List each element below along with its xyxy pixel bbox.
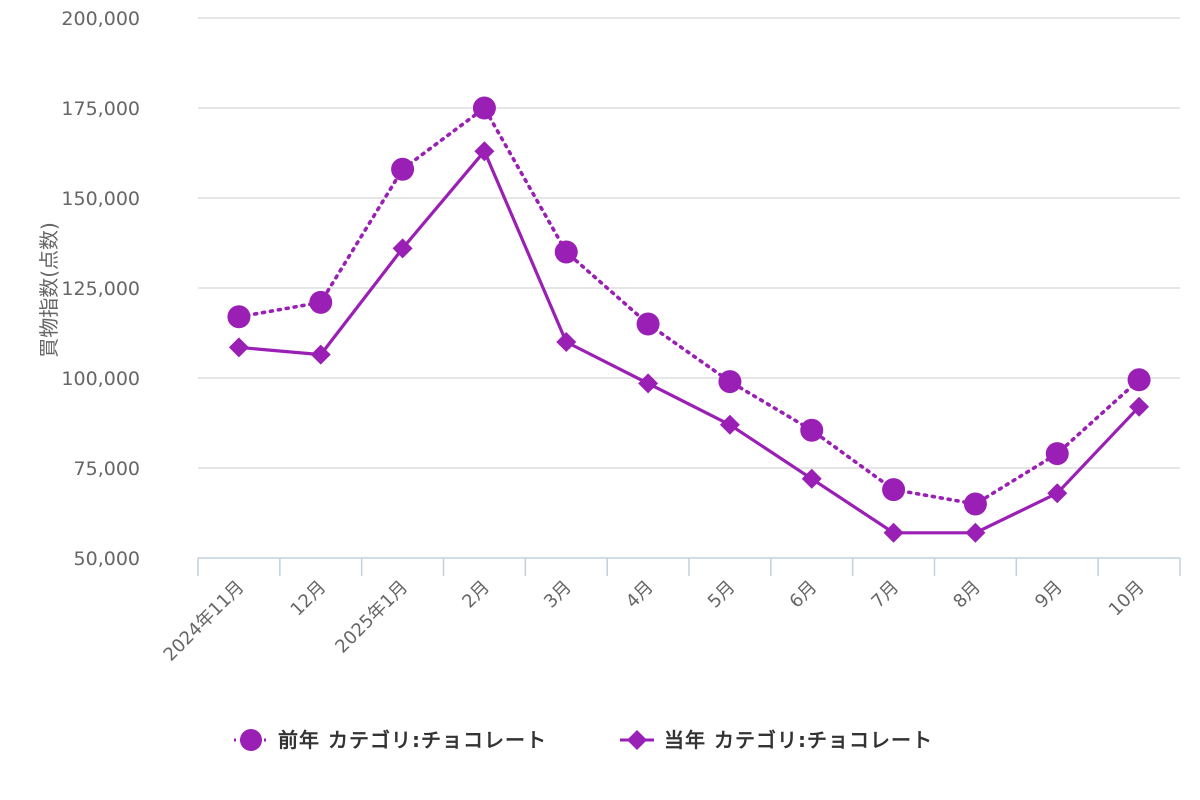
y-tick-label: 50,000 [74,548,140,570]
data-point-circle[interactable] [718,370,742,394]
data-point-diamond[interactable] [1047,483,1068,504]
data-point-circle[interactable] [227,305,251,329]
x-axis: 2024年11月 12月 2025年1月 2月 3月 4月 5月 6月 7月 8月 9月 10月 [160,557,1181,666]
x-tick-label: 9月 [1031,577,1067,613]
y-tick-label: 125,000 [61,278,140,300]
data-point-diamond[interactable] [556,332,577,352]
legend-label: 当年 カテゴリ:チョコレート [664,728,933,752]
series-line [237,106,1141,506]
x-tick-label: 2月 [458,577,494,613]
y-axis-title: 買物指数(点数) [37,222,61,358]
legend[interactable]: 前年 カテゴリ:チョコレート 当年 カテゴリ:チョコレート [234,728,933,752]
y-tick-label: 100,000 [61,368,140,390]
series-line [238,149,1141,535]
data-point-circle[interactable] [800,418,824,442]
y-tick-label: 175,000 [61,98,140,120]
data-point-circle[interactable] [882,478,906,502]
legend-circle-icon [240,729,262,751]
data-point-diamond[interactable] [228,337,249,358]
data-point-circle[interactable] [636,312,660,336]
data-point-circle[interactable] [963,492,987,516]
legend-item[interactable]: 前年 カテゴリ:チョコレート [234,728,547,752]
x-tick-label: 10月 [1105,577,1149,621]
x-tick-label: 8月 [949,577,985,613]
y-axis-ticks: 50,000 75,000 100,000 125,000 150,000 175,000… [61,8,140,570]
y-tick-label: 150,000 [61,188,140,210]
data-point-diamond[interactable] [392,238,413,259]
data-point-diamond[interactable] [719,414,740,435]
y-tick-label: 75,000 [74,458,140,480]
data-point-circle[interactable] [1045,442,1069,466]
data-point-circle[interactable] [391,157,415,181]
data-point-diamond[interactable] [883,522,904,543]
x-tick-label: 6月 [786,577,822,613]
x-tick-label: 12月 [287,577,331,621]
data-point-diamond[interactable] [474,141,495,162]
data-point-circle[interactable] [554,240,578,264]
data-point-circle[interactable] [309,290,333,314]
series-previous-year [227,96,1151,516]
x-tick-label: 2024年11月 [160,577,249,666]
x-tick-label: 2025年1月 [331,577,412,658]
grid-lines [198,17,1180,469]
y-tick-label: 200,000 [61,8,140,30]
data-point-diamond[interactable] [638,373,659,394]
data-point-diamond[interactable] [801,468,822,489]
data-point-circle[interactable] [1127,368,1151,392]
x-tick-label: 4月 [622,577,658,613]
legend-label: 前年 カテゴリ:チョコレート [278,728,547,752]
x-tick-label: 3月 [540,577,576,613]
data-point-diamond[interactable] [1129,396,1150,417]
x-tick-label: 7月 [867,577,903,613]
series-current-year [228,141,1150,543]
legend-item[interactable]: 当年 カテゴリ:チョコレート [620,728,933,752]
data-point-diamond[interactable] [310,344,331,365]
series-layer [227,96,1151,543]
legend-diamond-icon [627,730,647,750]
data-point-circle[interactable] [472,96,496,120]
x-tick-label: 5月 [704,577,740,613]
data-point-diamond[interactable] [965,522,986,543]
